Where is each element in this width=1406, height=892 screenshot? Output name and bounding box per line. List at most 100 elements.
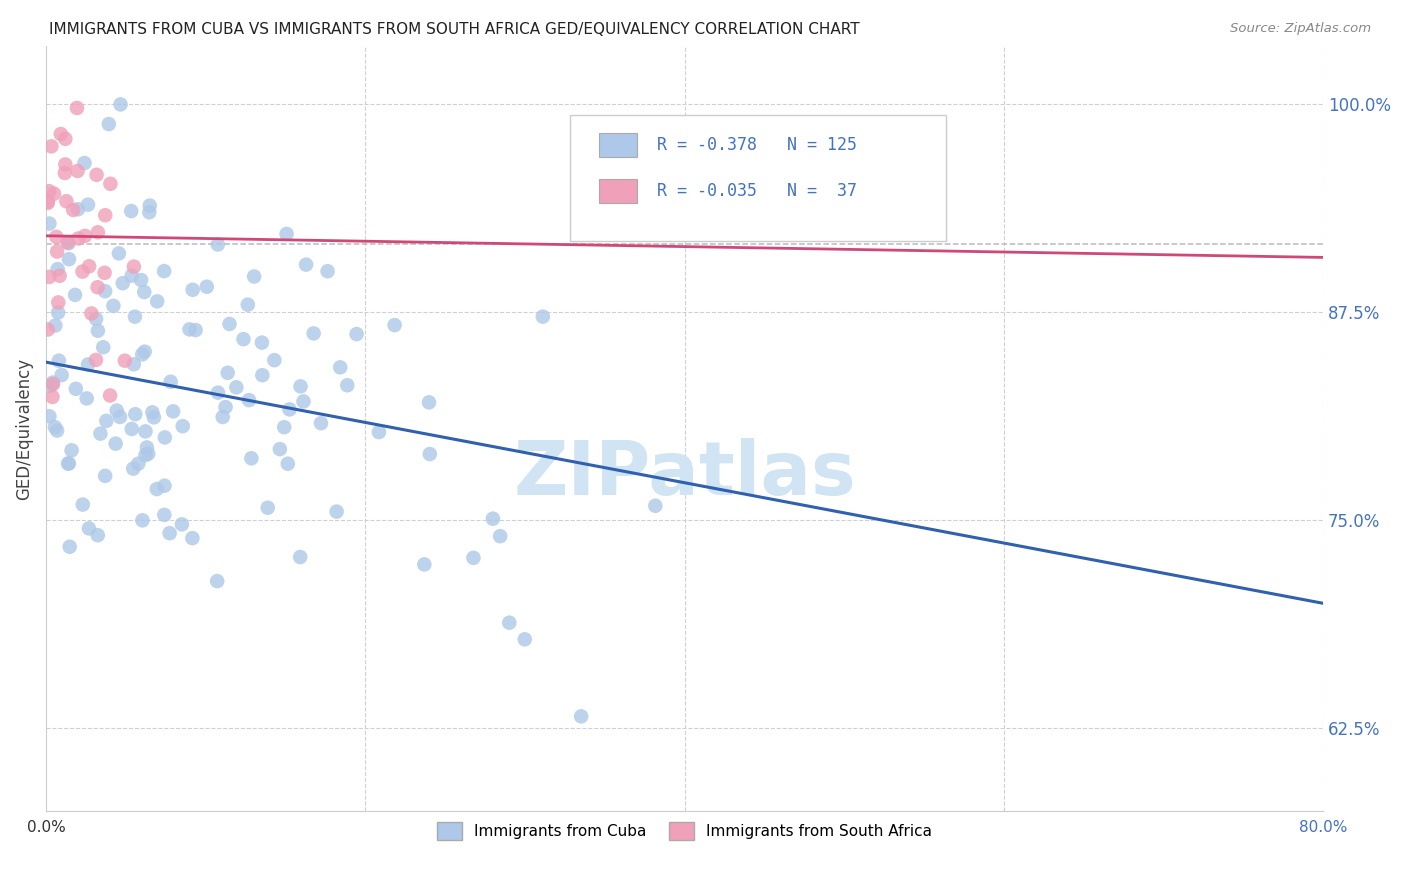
Point <box>232 332 254 346</box>
Point <box>217 366 239 380</box>
Point <box>108 409 131 424</box>
Point <box>127 457 149 471</box>
Point <box>111 276 134 290</box>
Point <box>122 461 145 475</box>
Point <box>278 402 301 417</box>
Text: 80.0%: 80.0% <box>1299 820 1347 835</box>
Point <box>37 322 59 336</box>
Point <box>38 269 60 284</box>
Point <box>121 422 143 436</box>
Point <box>243 269 266 284</box>
Point <box>181 531 204 545</box>
FancyBboxPatch shape <box>569 115 946 241</box>
Point <box>42 377 65 392</box>
Point <box>138 205 160 219</box>
Point <box>290 549 312 564</box>
Point <box>134 448 156 462</box>
Point <box>131 513 153 527</box>
Text: ZIPatlas: ZIPatlas <box>513 438 856 511</box>
Point <box>86 168 108 182</box>
Point <box>122 260 145 274</box>
Point <box>93 266 115 280</box>
Point <box>276 227 298 241</box>
Point <box>172 419 194 434</box>
Point <box>103 299 125 313</box>
Point <box>48 353 70 368</box>
Point <box>531 310 554 324</box>
Point <box>214 400 236 414</box>
Point <box>66 101 89 115</box>
Point <box>91 340 114 354</box>
Point <box>463 550 485 565</box>
Point <box>336 378 359 392</box>
Point <box>195 279 218 293</box>
Point <box>87 225 110 239</box>
Text: 0.0%: 0.0% <box>27 820 66 835</box>
Point <box>498 615 520 630</box>
Point <box>110 97 132 112</box>
Point <box>162 404 184 418</box>
Point <box>80 306 103 320</box>
Point <box>346 327 368 342</box>
Point <box>170 517 193 532</box>
Point <box>184 323 207 337</box>
Point <box>65 382 87 396</box>
Point <box>37 194 59 209</box>
Point <box>38 217 60 231</box>
Point <box>153 508 176 522</box>
Point <box>489 529 512 543</box>
Point <box>114 353 136 368</box>
Point <box>124 407 146 421</box>
Point <box>72 498 94 512</box>
Point <box>309 416 332 430</box>
Point <box>77 358 100 372</box>
Point <box>159 526 181 541</box>
Text: IMMIGRANTS FROM CUBA VS IMMIGRANTS FROM SOUTH AFRICA GED/EQUIVALENCY CORRELATION: IMMIGRANTS FROM CUBA VS IMMIGRANTS FROM … <box>49 22 860 37</box>
Point <box>73 228 96 243</box>
Point <box>104 436 127 450</box>
Point <box>142 410 165 425</box>
Point <box>45 230 67 244</box>
Point <box>38 409 60 424</box>
Point <box>37 195 59 210</box>
Text: R = -0.035   N =  37: R = -0.035 N = 37 <box>657 182 856 200</box>
Point <box>153 478 176 492</box>
Point <box>46 305 69 319</box>
Point <box>122 357 145 371</box>
Point <box>100 177 122 191</box>
Point <box>146 294 169 309</box>
Y-axis label: GED/Equivalency: GED/Equivalency <box>15 358 32 500</box>
Point <box>207 385 229 400</box>
Point <box>384 318 406 332</box>
Point <box>368 425 391 439</box>
Point <box>413 558 436 572</box>
Point <box>136 447 159 461</box>
Point <box>77 260 100 274</box>
Point <box>56 235 79 250</box>
Point <box>513 632 536 647</box>
Point <box>139 198 162 212</box>
Point <box>134 344 156 359</box>
Point <box>53 157 76 171</box>
Point <box>141 405 163 419</box>
Point <box>292 394 315 409</box>
Point <box>39 379 62 393</box>
Point <box>134 285 156 299</box>
Point <box>48 268 70 283</box>
Point <box>84 312 107 326</box>
Point <box>295 258 318 272</box>
Point <box>53 132 76 146</box>
Point <box>94 208 117 222</box>
Point <box>94 468 117 483</box>
Point <box>86 280 108 294</box>
Point <box>159 375 181 389</box>
Point <box>46 295 69 310</box>
Point <box>240 451 263 466</box>
Point <box>105 403 128 417</box>
Point <box>153 264 176 278</box>
Point <box>135 441 157 455</box>
Point <box>263 353 285 368</box>
Point <box>250 335 273 350</box>
Point <box>77 521 100 535</box>
Point <box>146 482 169 496</box>
